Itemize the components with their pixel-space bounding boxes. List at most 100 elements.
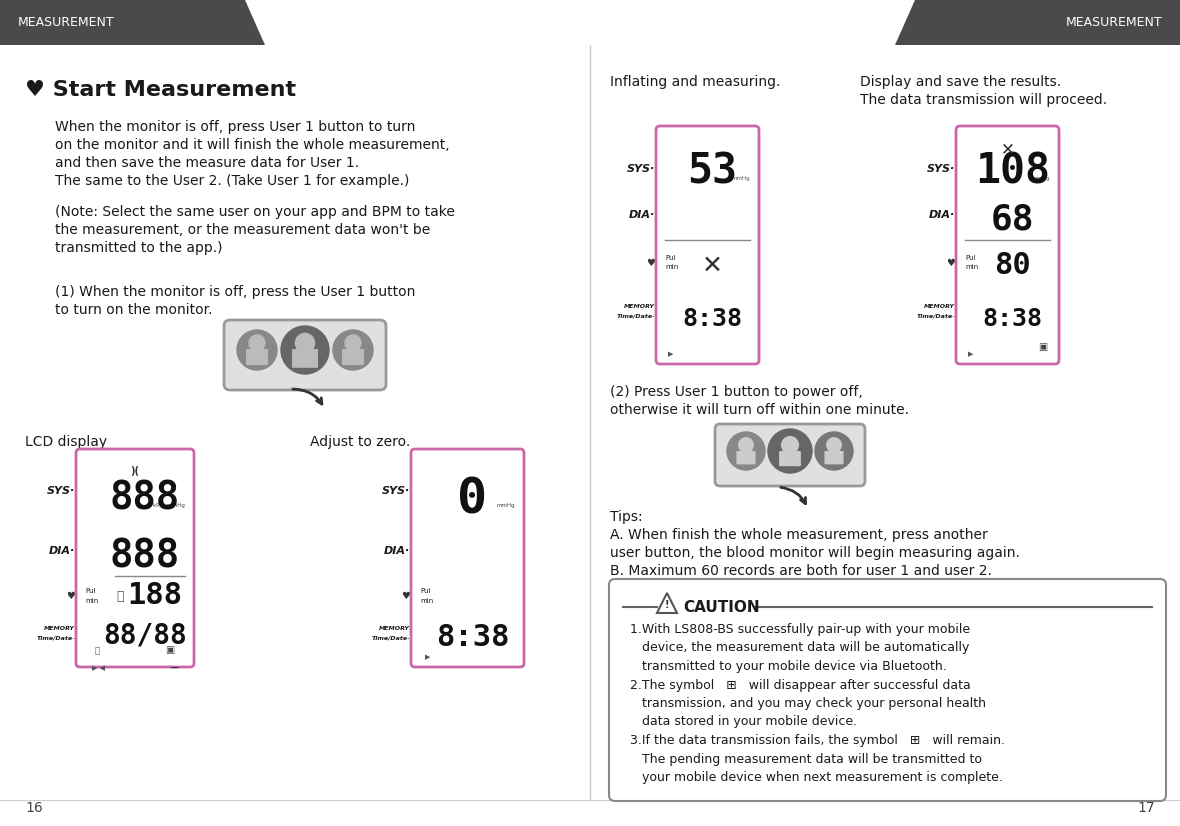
Text: data stored in your mobile device.: data stored in your mobile device. bbox=[630, 715, 857, 729]
Text: ♥: ♥ bbox=[647, 259, 655, 268]
Circle shape bbox=[345, 335, 361, 351]
Circle shape bbox=[295, 334, 315, 353]
Text: A. When finish the whole measurement, press another: A. When finish the whole measurement, pr… bbox=[610, 528, 988, 542]
Polygon shape bbox=[0, 0, 266, 45]
Text: Tips:: Tips: bbox=[610, 510, 643, 524]
FancyBboxPatch shape bbox=[656, 126, 759, 364]
Text: ♥: ♥ bbox=[66, 591, 76, 601]
Text: ▶: ▶ bbox=[968, 351, 973, 357]
Text: The same to the User 2. (Take User 1 for example.): The same to the User 2. (Take User 1 for… bbox=[55, 174, 409, 188]
Text: ✕: ✕ bbox=[702, 254, 723, 278]
Text: 🔍: 🔍 bbox=[117, 590, 124, 602]
Text: mmHg: mmHg bbox=[1031, 176, 1050, 181]
Text: The pending measurement data will be transmitted to: The pending measurement data will be tra… bbox=[630, 752, 982, 766]
Text: 8:38: 8:38 bbox=[983, 306, 1042, 330]
Text: 1.With LS808-BS successfully pair-up with your mobile: 1.With LS808-BS successfully pair-up wit… bbox=[630, 623, 970, 636]
Text: 68: 68 bbox=[991, 202, 1034, 237]
Text: MEASUREMENT: MEASUREMENT bbox=[1066, 16, 1162, 29]
FancyBboxPatch shape bbox=[956, 126, 1058, 364]
FancyBboxPatch shape bbox=[342, 349, 363, 365]
Text: user button, the blood monitor will begin measuring again.: user button, the blood monitor will begi… bbox=[610, 546, 1020, 560]
Text: The data transmission will proceed.: The data transmission will proceed. bbox=[860, 93, 1107, 107]
Text: When the monitor is off, press User 1 button to turn: When the monitor is off, press User 1 bu… bbox=[55, 120, 415, 134]
Text: SYS·: SYS· bbox=[926, 164, 955, 174]
FancyBboxPatch shape bbox=[609, 579, 1166, 801]
Text: min: min bbox=[420, 598, 433, 604]
Text: Pul: Pul bbox=[666, 255, 675, 261]
Text: MEMORY: MEMORY bbox=[924, 304, 955, 309]
Text: transmitted to the app.): transmitted to the app.) bbox=[55, 241, 223, 255]
Text: to turn on the monitor.: to turn on the monitor. bbox=[55, 303, 212, 317]
Text: transmitted to your mobile device via Bluetooth.: transmitted to your mobile device via Bl… bbox=[630, 660, 946, 673]
Circle shape bbox=[237, 330, 277, 370]
Text: ✕: ✕ bbox=[1001, 140, 1015, 158]
Text: 0: 0 bbox=[458, 476, 487, 524]
Text: Pul: Pul bbox=[420, 588, 431, 594]
Text: ▣: ▣ bbox=[1037, 342, 1047, 352]
Text: DIA·: DIA· bbox=[629, 210, 655, 220]
Text: ♥: ♥ bbox=[401, 591, 409, 601]
Text: SYS·: SYS· bbox=[47, 486, 76, 496]
Circle shape bbox=[249, 335, 266, 351]
Text: DIA·: DIA· bbox=[384, 546, 409, 556]
Text: MEMORY: MEMORY bbox=[44, 626, 76, 631]
Text: 8:38: 8:38 bbox=[435, 624, 510, 653]
Text: B. Maximum 60 records are both for user 1 and user 2.: B. Maximum 60 records are both for user … bbox=[610, 564, 992, 578]
Text: mmHg: mmHg bbox=[732, 176, 750, 181]
Text: DIA·: DIA· bbox=[929, 210, 955, 220]
Polygon shape bbox=[894, 0, 1180, 45]
FancyBboxPatch shape bbox=[291, 349, 317, 368]
Text: (2) Press User 1 button to power off,: (2) Press User 1 button to power off, bbox=[610, 385, 863, 399]
Text: your mobile device when next measurement is complete.: your mobile device when next measurement… bbox=[630, 771, 1003, 784]
Text: ♥ Start Measurement: ♥ Start Measurement bbox=[25, 80, 296, 100]
FancyBboxPatch shape bbox=[224, 320, 386, 390]
Text: 📶: 📶 bbox=[96, 646, 100, 655]
Circle shape bbox=[739, 438, 753, 452]
Text: 888: 888 bbox=[110, 537, 181, 575]
FancyBboxPatch shape bbox=[411, 449, 524, 667]
Text: LCD display: LCD display bbox=[25, 435, 107, 449]
Text: Display and save the results.: Display and save the results. bbox=[860, 75, 1061, 89]
Text: ♥: ♥ bbox=[946, 259, 955, 268]
Text: 108: 108 bbox=[975, 150, 1050, 192]
Circle shape bbox=[281, 326, 329, 374]
Text: !: ! bbox=[664, 600, 669, 610]
FancyBboxPatch shape bbox=[245, 349, 268, 365]
Circle shape bbox=[333, 330, 373, 370]
Circle shape bbox=[727, 432, 765, 470]
Text: (Note: Select the same user on your app and BPM to take: (Note: Select the same user on your app … bbox=[55, 205, 454, 219]
Text: 8:38: 8:38 bbox=[682, 306, 742, 330]
Text: otherwise it will turn off within one minute.: otherwise it will turn off within one mi… bbox=[610, 403, 909, 417]
Circle shape bbox=[815, 432, 853, 470]
FancyBboxPatch shape bbox=[76, 449, 194, 667]
Text: 53: 53 bbox=[688, 150, 738, 192]
Text: MEMORY: MEMORY bbox=[379, 626, 409, 631]
Polygon shape bbox=[657, 593, 677, 613]
FancyBboxPatch shape bbox=[715, 424, 865, 486]
Text: 3.If the data transmission fails, the symbol   ⊞   will remain.: 3.If the data transmission fails, the sy… bbox=[630, 734, 1005, 747]
Text: Pul: Pul bbox=[85, 588, 96, 594]
Text: ▶ ◀: ▶ ◀ bbox=[92, 665, 105, 671]
FancyBboxPatch shape bbox=[825, 451, 844, 464]
Text: SYS·: SYS· bbox=[627, 164, 655, 174]
Text: min: min bbox=[666, 264, 678, 270]
Text: Time/Date·: Time/Date· bbox=[917, 314, 955, 319]
Text: 17: 17 bbox=[1138, 801, 1155, 815]
Text: 2.The symbol   ⊞   will disappear after successful data: 2.The symbol ⊞ will disappear after succ… bbox=[630, 678, 971, 691]
Text: the measurement, or the measurement data won't be: the measurement, or the measurement data… bbox=[55, 223, 431, 237]
Text: transmission, and you may check your personal health: transmission, and you may check your per… bbox=[630, 697, 986, 710]
FancyBboxPatch shape bbox=[736, 451, 755, 464]
Text: 80: 80 bbox=[994, 251, 1031, 280]
Text: ▶: ▶ bbox=[668, 351, 674, 357]
Text: Pul: Pul bbox=[965, 255, 976, 261]
Text: Time/Date·: Time/Date· bbox=[37, 636, 76, 641]
Text: ▶: ▶ bbox=[425, 654, 431, 660]
Text: 16: 16 bbox=[25, 801, 42, 815]
Text: ━━: ━━ bbox=[170, 665, 178, 671]
Text: min: min bbox=[85, 598, 98, 604]
Text: )(: )( bbox=[131, 466, 139, 476]
Text: and then save the measure data for User 1.: and then save the measure data for User … bbox=[55, 156, 359, 170]
Text: Time/Date·: Time/Date· bbox=[616, 314, 655, 319]
Circle shape bbox=[827, 438, 841, 452]
Text: ▣: ▣ bbox=[165, 645, 175, 655]
